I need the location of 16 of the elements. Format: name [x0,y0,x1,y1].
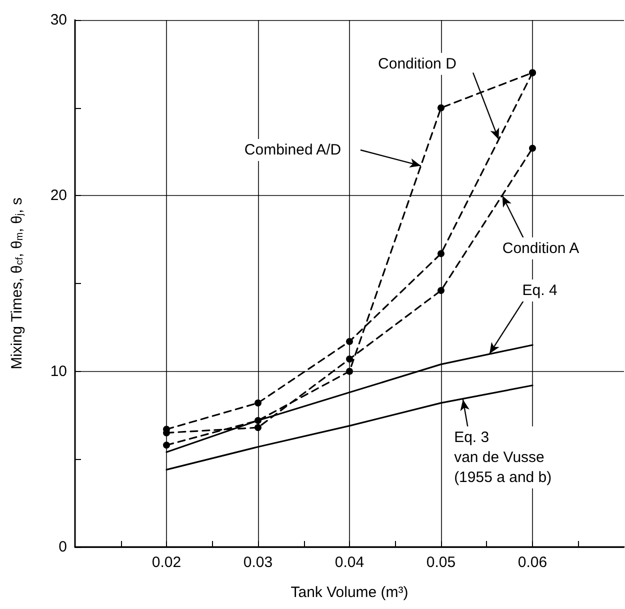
x-tick-label: 0.06 [518,554,548,571]
y-tick-label: 0 [58,538,67,556]
x-tick-label: 0.05 [426,554,456,571]
annotation: Condition D [378,55,457,72]
y-tick-label: 10 [50,362,67,380]
x-tick-label: 0.03 [243,554,273,571]
y-tick-label: 30 [50,12,67,28]
x-tick-label: 0.02 [152,554,182,571]
annotation: Combined A/D [244,141,342,158]
x-tick-label: 0.04 [334,554,364,571]
annotation: Condition A [502,240,580,257]
y-axis-title: Mixing Times, θcf, θm, θj, s [8,198,26,370]
annotation: Eq. 4 [522,282,558,300]
annotation: Eq. 3 van de Vusse (1955 a and b) [454,428,552,486]
y-tick-label: 20 [50,187,67,204]
x-axis-title: Tank Volume (m³) [290,584,408,601]
